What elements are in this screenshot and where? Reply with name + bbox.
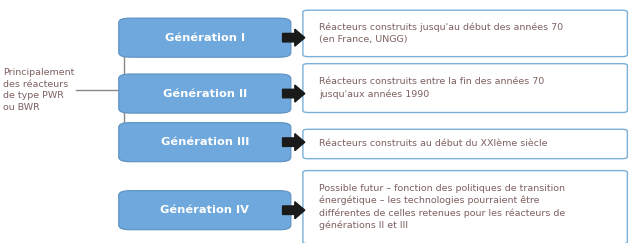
FancyBboxPatch shape (119, 123, 291, 162)
Text: Génération III: Génération III (161, 137, 249, 147)
Polygon shape (283, 85, 305, 102)
FancyBboxPatch shape (303, 129, 627, 159)
Text: Réacteurs construits entre la fin des années 70
jusqu'aux années 1990: Réacteurs construits entre la fin des an… (319, 77, 545, 99)
Text: Génération I: Génération I (164, 33, 245, 43)
FancyBboxPatch shape (303, 171, 627, 243)
Text: Réacteurs construits jusqu'au début des années 70
(en France, UNGG): Réacteurs construits jusqu'au début des … (319, 23, 563, 44)
Text: Génération II: Génération II (163, 88, 247, 99)
Polygon shape (283, 134, 305, 151)
FancyBboxPatch shape (303, 64, 627, 113)
Text: Réacteurs construits au début du XXIème siècle: Réacteurs construits au début du XXIème … (319, 139, 548, 148)
FancyBboxPatch shape (303, 10, 627, 57)
Text: Principalement
des réacteurs
de type PWR
ou BWR: Principalement des réacteurs de type PWR… (3, 68, 74, 112)
FancyBboxPatch shape (119, 18, 291, 57)
Polygon shape (283, 29, 305, 46)
Text: Génération IV: Génération IV (161, 205, 249, 215)
Text: Possible futur – fonction des politiques de transition
énergétique – les technol: Possible futur – fonction des politiques… (319, 184, 566, 230)
FancyBboxPatch shape (119, 74, 291, 113)
FancyBboxPatch shape (119, 191, 291, 230)
Polygon shape (283, 202, 305, 219)
